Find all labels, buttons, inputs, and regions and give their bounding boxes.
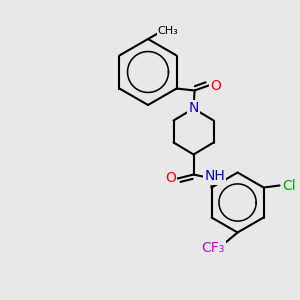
- Text: O: O: [210, 79, 221, 92]
- Text: Cl: Cl: [283, 178, 296, 193]
- Text: N: N: [188, 101, 199, 116]
- Text: NH: NH: [204, 169, 225, 184]
- Text: CF₃: CF₃: [201, 241, 224, 254]
- Text: O: O: [165, 172, 176, 185]
- Text: CH₃: CH₃: [158, 26, 178, 36]
